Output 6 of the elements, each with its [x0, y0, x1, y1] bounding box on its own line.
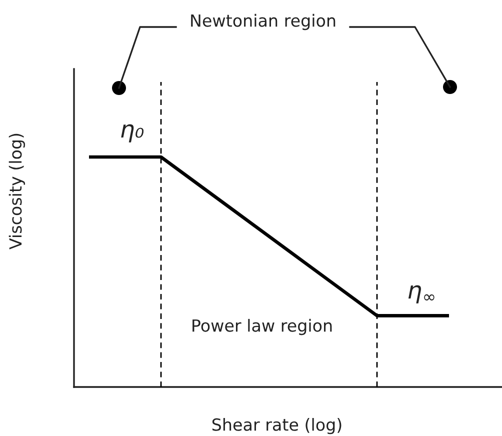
text: Newtonian region [191, 14, 336, 30]
x-axis-title: Shear rate (log) [212, 418, 342, 434]
annotation: η$_{∞}$ [408, 285, 434, 304]
y-axis-title: Viscosity (log) [8, 134, 25, 250]
annotation: Power law region [192, 318, 332, 336]
text: η₀ [121, 124, 144, 142]
